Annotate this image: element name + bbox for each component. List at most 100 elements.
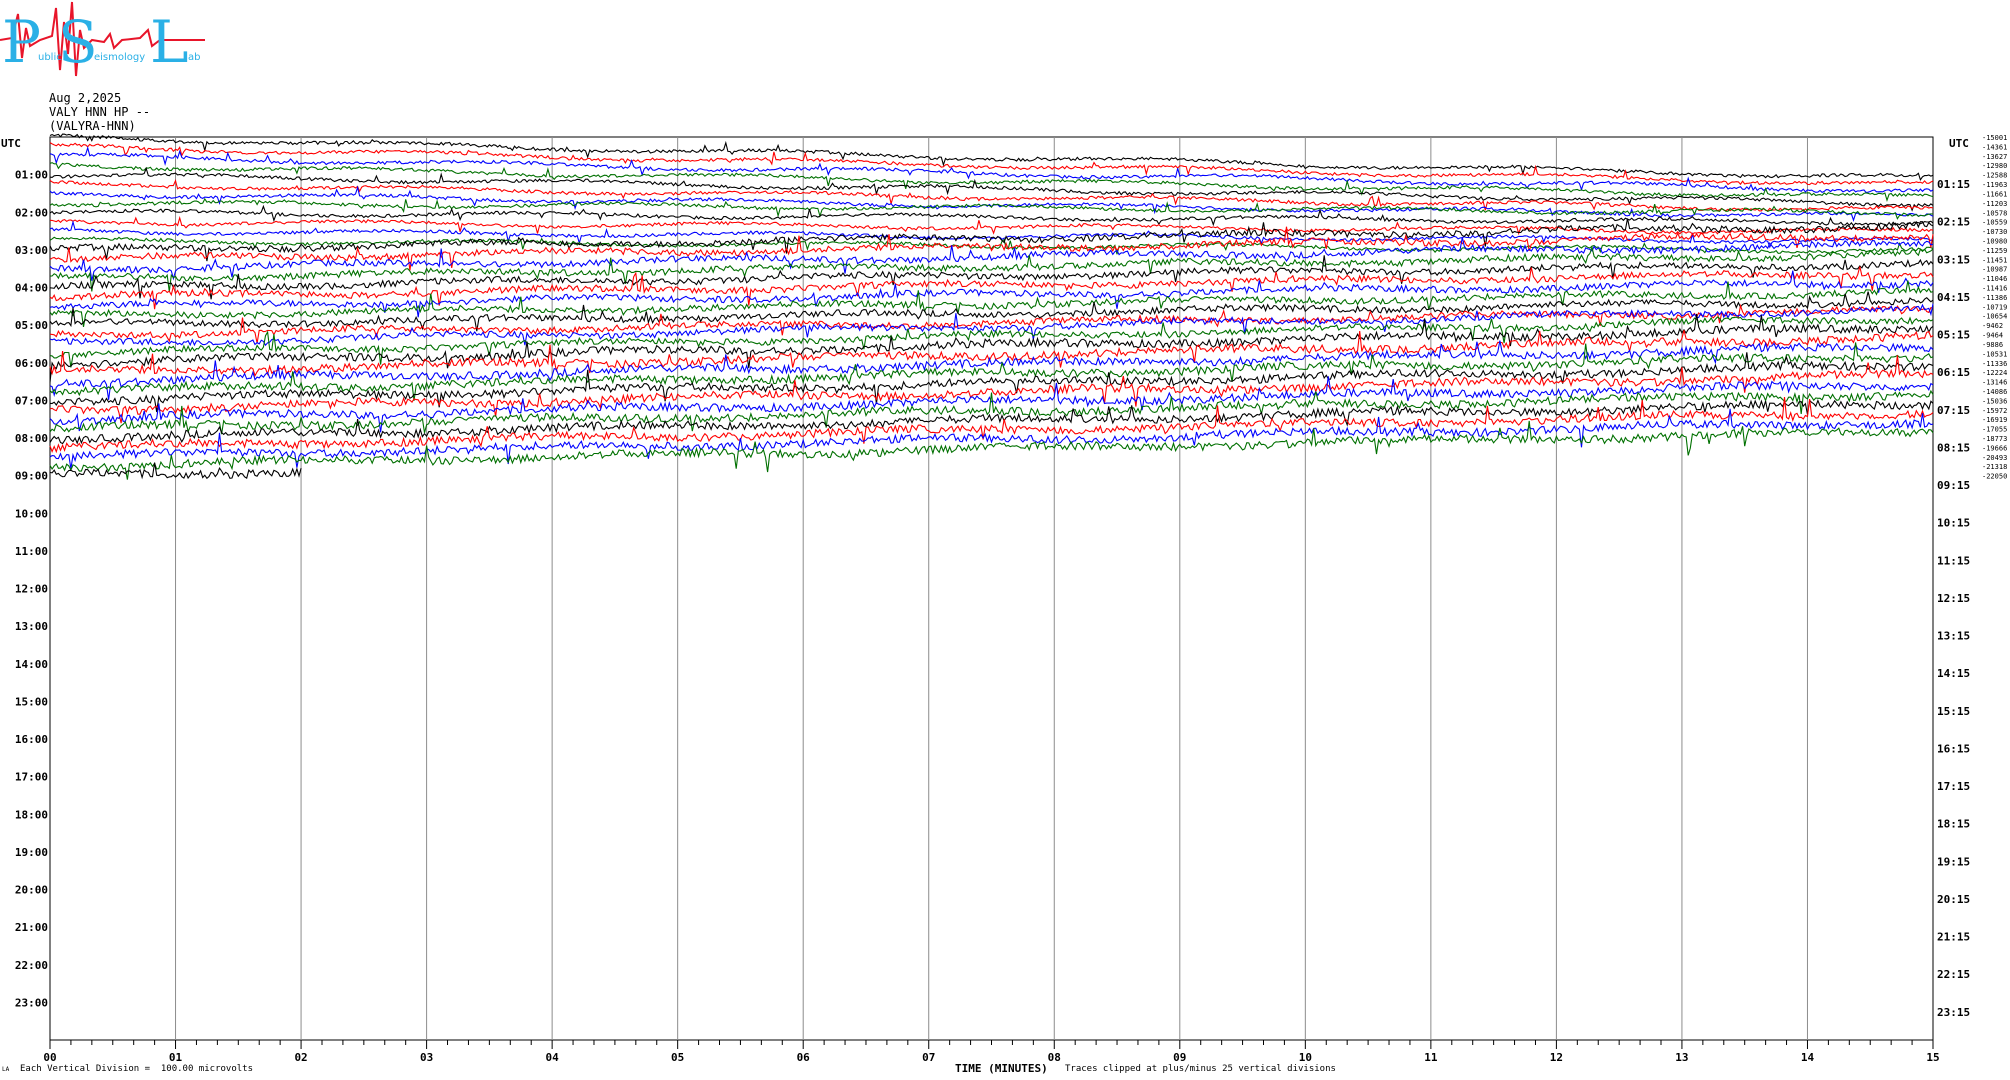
right-hour-label: 04:15 <box>1937 291 1970 304</box>
x-tick-label: 12 <box>1550 1051 1563 1064</box>
trace-line-9 <box>49 204 1934 227</box>
left-hour-label: 06:00 <box>15 357 48 370</box>
left-hour-label: 10:00 <box>15 507 48 520</box>
trace-line-15 <box>49 237 1934 281</box>
x-tick-label: 04 <box>546 1051 560 1064</box>
right-axis-title: UTC <box>1949 137 1969 150</box>
right-hour-label: 21:15 <box>1937 931 1970 944</box>
x-tick-label: 10 <box>1299 1051 1312 1064</box>
trace-line-8 <box>49 197 1934 220</box>
trace-line-25 <box>49 313 1934 383</box>
logo-word-2: eismology <box>94 52 145 63</box>
row-offset-label: -12224 <box>1982 369 2007 377</box>
trace-line-30 <box>49 355 1934 424</box>
footer-mark: LA <box>2 1066 10 1073</box>
trace-line-5 <box>49 166 1934 212</box>
header-location: (VALYRA-HNN) <box>49 119 136 133</box>
row-offset-label: -15972 <box>1982 407 2007 415</box>
right-hour-label: 07:15 <box>1937 404 1970 417</box>
trace-line-22 <box>49 303 1934 344</box>
trace-line-4 <box>49 162 1934 203</box>
trace-line-14 <box>49 226 1934 271</box>
left-hour-label: 07:00 <box>15 394 48 407</box>
row-offset-label: -15001 <box>1982 134 2007 142</box>
footer-division-note: Each Vertical Division = 100.00 microvol… <box>20 1064 253 1074</box>
row-offset-label: -11259 <box>1982 247 2007 255</box>
plot-frame <box>49 136 1934 1041</box>
trace-line-32 <box>49 389 1934 435</box>
left-hour-label: 09:00 <box>15 470 48 483</box>
left-hour-label: 16:00 <box>15 733 48 746</box>
left-hour-label: 23:00 <box>15 996 48 1009</box>
right-hour-label: 14:15 <box>1937 667 1970 680</box>
x-tick-label: 00 <box>43 1051 56 1064</box>
x-tick-label: 09 <box>1173 1051 1186 1064</box>
trace-line-24 <box>49 316 1934 368</box>
row-offset-label: -16919 <box>1982 416 2007 424</box>
x-tick-label: 14 <box>1801 1051 1815 1064</box>
right-hour-label: 20:15 <box>1937 893 1970 906</box>
row-offset-label: -12588 <box>1982 172 2007 180</box>
right-hour-label: 16:15 <box>1937 742 1970 755</box>
logo-letter-l: L <box>150 8 189 76</box>
row-offset-label: -10730 <box>1982 228 2007 236</box>
left-hour-label: 05:00 <box>15 319 48 332</box>
trace-line-18 <box>49 266 1934 310</box>
x-tick-label: 05 <box>671 1051 684 1064</box>
x-tick-label: 15 <box>1926 1051 1939 1064</box>
trace-line-1 <box>49 133 1934 182</box>
right-hour-label: 01:15 <box>1937 178 1970 191</box>
row-offset-label: -11203 <box>1982 200 2007 208</box>
trace-line-13 <box>49 218 1934 262</box>
left-hour-label: 14:00 <box>15 658 48 671</box>
row-offset-label: -11336 <box>1982 360 2007 368</box>
row-offset-label: -13627 <box>1982 153 2007 161</box>
x-tick-label: 11 <box>1424 1051 1438 1064</box>
row-offset-label: -17055 <box>1982 426 2007 434</box>
row-offset-label: -13146 <box>1982 379 2007 387</box>
trace-line-2 <box>49 142 1934 186</box>
row-offset-label: -11451 <box>1982 256 2007 264</box>
x-tick-label: 02 <box>294 1051 307 1064</box>
right-hour-label: 08:15 <box>1937 441 1970 454</box>
trace-line-11 <box>49 219 1934 249</box>
psl-logo: P ublic S eismology L ab <box>0 1 205 77</box>
header-date: Aug 2,2025 <box>49 91 122 105</box>
row-offset-label: -10578 <box>1982 209 2007 217</box>
right-hour-label: 11:15 <box>1937 554 1970 567</box>
trace-line-23 <box>49 303 1934 347</box>
logo-letter-p: P <box>2 8 41 76</box>
right-hour-label: 02:15 <box>1937 216 1970 229</box>
left-hour-label: 04:00 <box>15 282 48 295</box>
trace-line-21 <box>49 291 1934 332</box>
left-hour-label: 08:00 <box>15 432 48 445</box>
logo-word-3: ab <box>188 52 200 63</box>
right-hour-label: 09:15 <box>1937 479 1970 492</box>
x-tick-label: 08 <box>1048 1051 1061 1064</box>
row-offset-label: -10654 <box>1982 313 2007 321</box>
row-offset-label: -15036 <box>1982 397 2007 405</box>
left-hour-label: 13:00 <box>15 620 48 633</box>
trace-line-17 <box>49 255 1934 300</box>
row-offset-label: -22050 <box>1982 473 2007 481</box>
trace-line-35 <box>49 408 1934 469</box>
right-hour-label: 15:15 <box>1937 705 1970 718</box>
right-hour-label: 06:15 <box>1937 366 1970 379</box>
left-hour-label: 17:00 <box>15 771 48 784</box>
logo-trace <box>0 1 205 77</box>
right-hour-label: 23:15 <box>1937 1006 1970 1019</box>
trace-line-36 <box>49 420 1934 480</box>
row-offset-label: -18773 <box>1982 435 2007 443</box>
row-offset-label: -11386 <box>1982 294 2007 302</box>
logo-word-1: ublic <box>38 52 62 63</box>
left-hour-label: 15:00 <box>15 695 48 708</box>
left-hour-label: 02:00 <box>15 206 48 219</box>
left-hour-label: 01:00 <box>15 169 48 182</box>
trace-line-31 <box>49 376 1934 433</box>
row-offset-label: -9464 <box>1982 332 2003 340</box>
trace-line-19 <box>49 270 1934 318</box>
left-hour-label: 03:00 <box>15 244 48 257</box>
row-offset-label: -14361 <box>1982 143 2007 151</box>
left-hour-label: 20:00 <box>15 884 48 897</box>
x-axis-title: TIME (MINUTES) <box>955 1062 1048 1075</box>
